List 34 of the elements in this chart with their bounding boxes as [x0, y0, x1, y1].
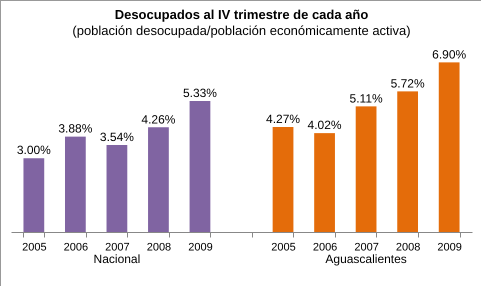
bar [190, 100, 210, 232]
bar [314, 133, 335, 232]
bar [106, 144, 128, 232]
x-tick-label: 2008 [146, 242, 172, 254]
x-tick-label: 2008 [396, 242, 420, 254]
bar [397, 91, 418, 232]
data-label: 3.88% [58, 122, 93, 136]
bar [356, 106, 376, 232]
x-tick-label: 2009 [437, 242, 462, 254]
chart-subtitle: (población desocupada/población económicamente activa) [72, 23, 411, 38]
x-tick-label: 2005 [271, 242, 296, 254]
bar [272, 127, 294, 232]
data-label: 4.27% [266, 112, 300, 126]
x-tick-label: 2006 [312, 242, 338, 254]
data-label: 4.02% [308, 118, 342, 132]
data-label: 3.54% [100, 130, 134, 144]
bar [438, 62, 460, 232]
data-label: 3.00% [16, 143, 52, 158]
bar [148, 127, 169, 232]
x-tick-label: 2007 [105, 242, 130, 254]
x-tick-label: 2009 [188, 242, 213, 254]
data-label: 6.90% [432, 47, 466, 62]
x-tick-label: 2005 [22, 242, 47, 254]
data-label: 5.11% [350, 91, 383, 106]
series-label: Aguascalientes [325, 252, 407, 266]
data-label: 5.72% [390, 76, 425, 90]
chart-title: Desocupados al IV trimestre de cada año [114, 7, 368, 22]
data-label: 4.26% [141, 112, 176, 126]
bar [23, 158, 44, 232]
x-tick-label: 2007 [354, 242, 379, 254]
series-label: Nacional [94, 252, 140, 266]
bar [64, 136, 86, 232]
data-label: 5.33% [182, 86, 218, 100]
x-tick-label: 2006 [64, 242, 88, 254]
